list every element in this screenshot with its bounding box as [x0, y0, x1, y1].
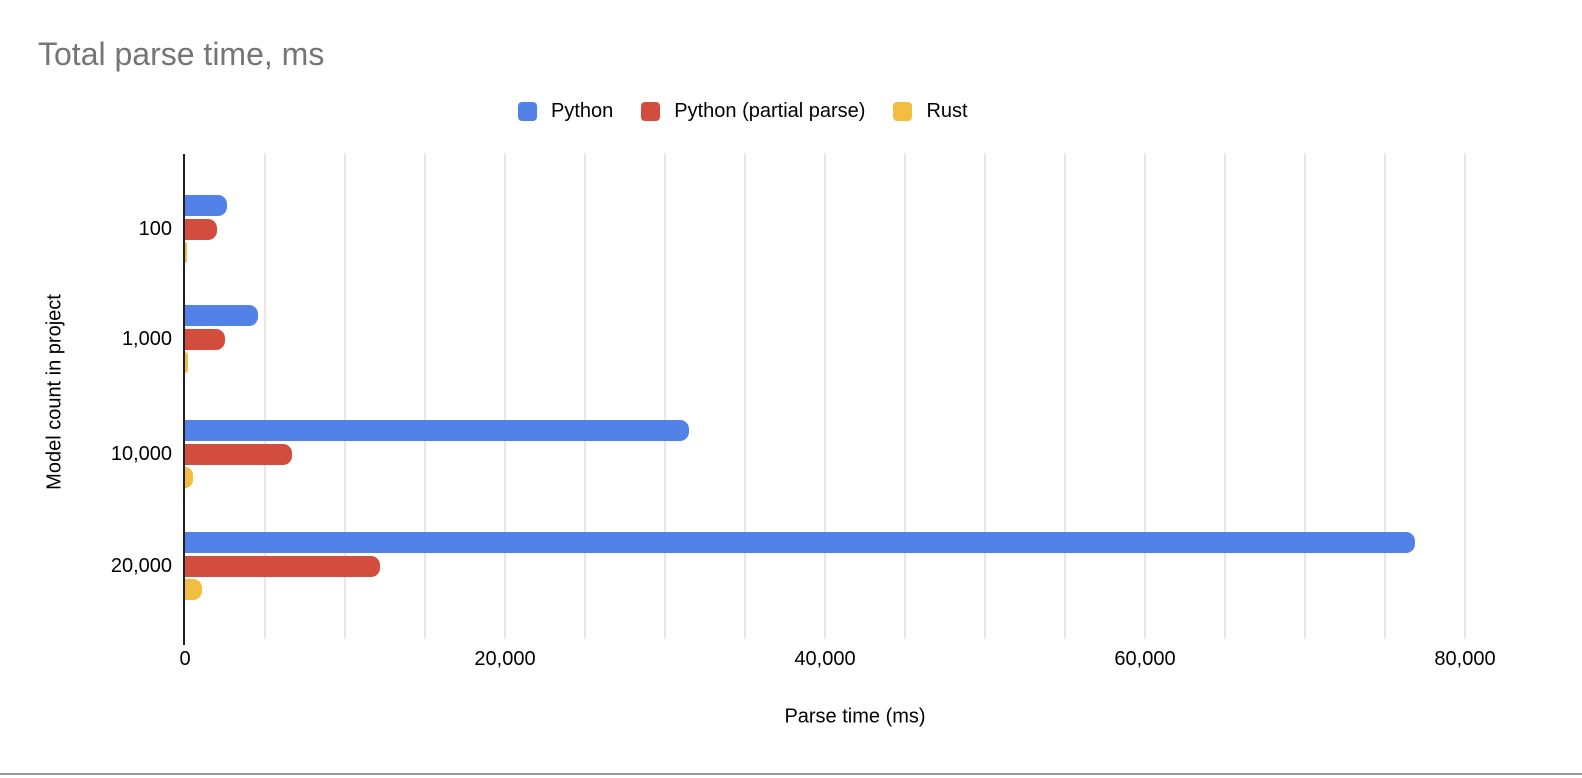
- category-label: 1,000: [121, 328, 172, 350]
- bar-python-partial-parse-100: [185, 219, 217, 240]
- bar-rust-10000: [185, 467, 193, 488]
- bar-rust-100: [185, 242, 188, 263]
- gridline: [1224, 153, 1226, 639]
- gridline: [1464, 153, 1466, 639]
- gridline: [1304, 153, 1306, 639]
- bar-rust-1000: [185, 352, 188, 373]
- value-tick-label: 80,000: [1434, 648, 1496, 670]
- legend-swatch-icon: [893, 102, 913, 121]
- legend-label: Python: [551, 100, 614, 122]
- gridline: [824, 153, 826, 639]
- gridline: [1144, 153, 1146, 639]
- chart-legend: Python Python (partial parse) Rust: [518, 100, 968, 123]
- window-bottom-separator: [0, 773, 1582, 775]
- bar-python-100: [185, 195, 227, 216]
- bar-python-1000: [185, 305, 258, 326]
- category-label: 20,000: [110, 555, 172, 577]
- bar-python-partial-parse-10000: [185, 444, 293, 465]
- gridline: [264, 153, 266, 639]
- y-axis-title: Model count in project: [43, 294, 66, 490]
- gridline: [584, 153, 586, 639]
- gridline: [744, 153, 746, 639]
- y-axis-baseline: [183, 154, 185, 645]
- value-tick-label: 20,000: [474, 648, 536, 670]
- bar-python-partial-parse-1000: [185, 329, 225, 350]
- bar-python-partial-parse-20000: [185, 556, 381, 577]
- bar-python-20000: [185, 532, 1416, 553]
- gridline: [424, 153, 426, 639]
- category-label: 10,000: [110, 443, 172, 465]
- bar-python-10000: [185, 420, 689, 441]
- gridline: [344, 153, 346, 639]
- bar-rust-20000: [185, 579, 202, 600]
- gridline: [984, 153, 986, 639]
- gridline: [1064, 153, 1066, 639]
- legend-label: Rust: [926, 100, 968, 122]
- gridline: [664, 153, 666, 639]
- value-tick-label: 40,000: [794, 648, 856, 670]
- value-tick-label: 0: [179, 648, 191, 670]
- legend-label: Python (partial parse): [674, 100, 866, 122]
- category-label: 100: [138, 218, 172, 240]
- legend-item-python: Python: [518, 100, 613, 123]
- value-tick-label: 60,000: [1114, 648, 1176, 670]
- legend-item-python-partial-parse: Python (partial parse): [641, 100, 865, 123]
- chart-title: Total parse time, ms: [38, 36, 325, 72]
- legend-swatch-icon: [518, 102, 537, 121]
- x-axis-title: Parse time (ms): [784, 705, 926, 728]
- gridline: [504, 153, 506, 639]
- legend-swatch-icon: [641, 102, 661, 121]
- gridline: [1384, 153, 1386, 639]
- gridline: [904, 153, 906, 639]
- legend-item-rust: Rust: [893, 100, 968, 123]
- plot-area: [183, 153, 1505, 645]
